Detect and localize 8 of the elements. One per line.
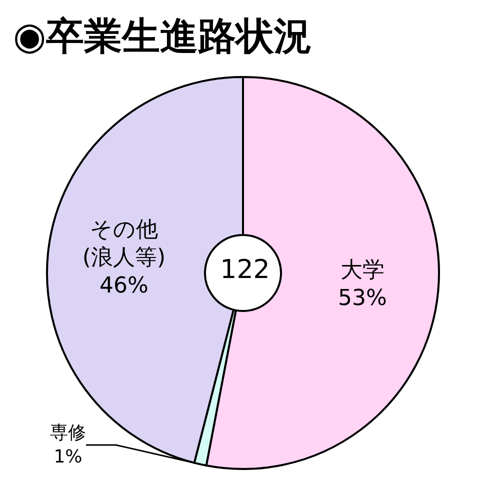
slice-label: 専修 bbox=[50, 422, 86, 444]
data-label: 53% bbox=[338, 286, 387, 311]
chart-title: ◉卒業生進路状況 bbox=[13, 14, 312, 58]
slice-label: 大学 bbox=[340, 258, 384, 283]
slice-label: その他 (浪人等) bbox=[82, 217, 166, 270]
data-label: 46% bbox=[99, 273, 148, 298]
data-label: 1% bbox=[54, 446, 82, 468]
text: 122 bbox=[220, 255, 270, 285]
